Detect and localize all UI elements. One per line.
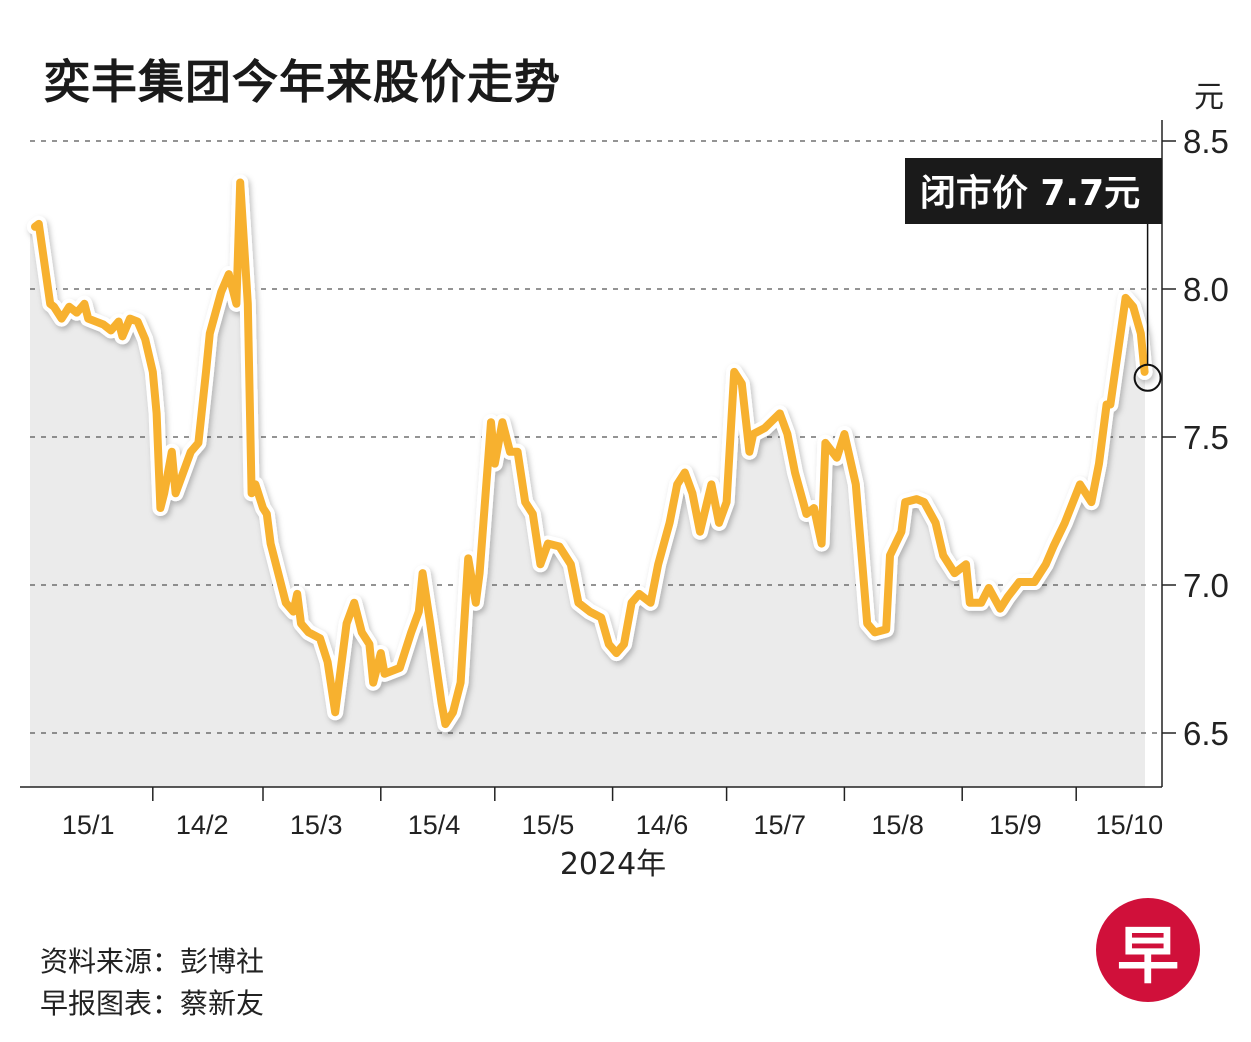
chart-title: 奕丰集团今年来股价走势	[44, 55, 561, 109]
x-tick-label: 14/2	[176, 810, 229, 840]
x-tick-label: 15/5	[522, 810, 575, 840]
x-tick-label: 15/8	[871, 810, 924, 840]
x-tick-label: 14/6	[636, 810, 689, 840]
x-tick-label: 15/7	[754, 810, 807, 840]
x-axis-label: 2024年	[560, 847, 666, 882]
y-axis-unit: 元	[1194, 80, 1224, 115]
y-tick-label: 7.5	[1183, 419, 1229, 456]
y-tick-label: 8.0	[1183, 271, 1229, 308]
y-tick-label: 8.5	[1183, 123, 1229, 160]
y-tick-label: 7.0	[1183, 567, 1229, 604]
closing-price-label-box	[905, 158, 1162, 224]
x-tick-label: 15/9	[989, 810, 1042, 840]
series-line	[31, 178, 1149, 729]
x-tick-label: 15/4	[408, 810, 461, 840]
source-credit: 资料来源：彭博社	[40, 945, 265, 978]
y-tick-label: 6.5	[1183, 715, 1229, 752]
zaobao-logo: 早	[1096, 898, 1200, 1002]
x-tick-label: 15/10	[1096, 810, 1164, 840]
closing-price-label: 闭市价 7.7元	[920, 173, 1140, 214]
graphic-credit: 早报图表：蔡新友	[40, 987, 265, 1020]
x-tick-label: 15/3	[290, 810, 343, 840]
area-fill	[30, 182, 1145, 787]
closing-price-marker	[1133, 363, 1162, 392]
x-tick-label: 15/1	[62, 810, 115, 840]
